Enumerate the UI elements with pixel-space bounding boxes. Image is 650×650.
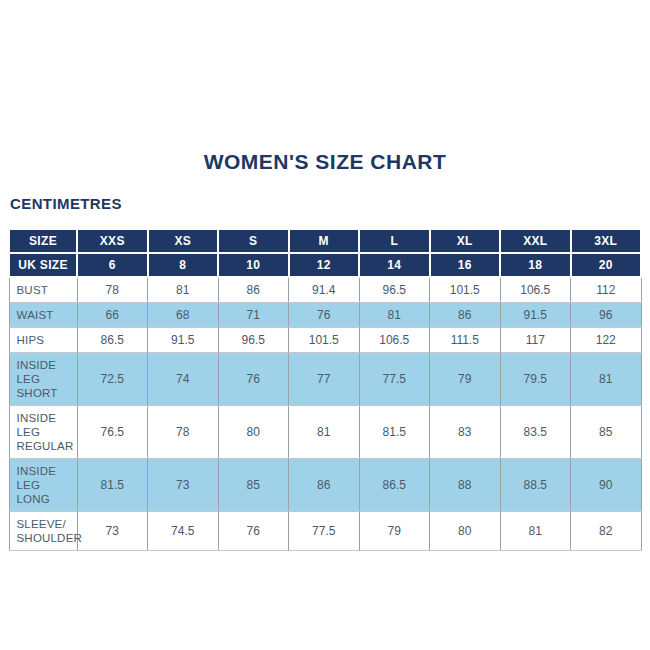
measurement-label-cell: INSIDE LEG SHORT: [9, 353, 77, 406]
measurement-value-cell: 86: [218, 277, 289, 303]
measurement-label-cell: SLEEVE/ SHOULDER: [9, 512, 77, 551]
measurement-value-cell: 79: [430, 353, 501, 406]
size-chart-body: BUST78818691.496.5101.5106.5112WAIST6668…: [9, 277, 641, 551]
measurement-value-cell: 85: [218, 459, 289, 512]
measurement-value-cell: 111.5: [430, 328, 501, 353]
measurement-value-cell: 76: [218, 353, 289, 406]
measurement-value-cell: 74: [148, 353, 219, 406]
measurement-value-cell: 78: [148, 406, 219, 459]
measurement-value-cell: 117: [500, 328, 571, 353]
measurement-value-cell: 81: [571, 353, 642, 406]
measurement-row: WAIST66687176818691.596: [9, 303, 641, 328]
measurement-label-cell: HIPS: [9, 328, 77, 353]
measurement-value-cell: 96.5: [359, 277, 430, 303]
measurement-value-cell: 81.5: [77, 459, 148, 512]
size-header-row: SIZEXXSXSSMLXLXXL3XL: [9, 229, 641, 253]
page-title: WOMEN'S SIZE CHART: [8, 150, 642, 174]
header-value-cell: XXL: [500, 229, 571, 253]
measurement-value-cell: 73: [77, 512, 148, 551]
measurement-value-cell: 91.5: [148, 328, 219, 353]
header-value-cell: 12: [289, 253, 360, 277]
measurement-label-cell: BUST: [9, 277, 77, 303]
measurement-value-cell: 96.5: [218, 328, 289, 353]
measurement-value-cell: 81: [148, 277, 219, 303]
header-value-cell: 8: [148, 253, 219, 277]
header-value-cell: 10: [218, 253, 289, 277]
measurement-value-cell: 122: [571, 328, 642, 353]
measurement-label-cell: INSIDE LEG REGULAR: [9, 406, 77, 459]
measurement-value-cell: 106.5: [500, 277, 571, 303]
measurement-row: INSIDE LEG REGULAR76.578808181.58383.585: [9, 406, 641, 459]
measurement-row: BUST78818691.496.5101.5106.5112: [9, 277, 641, 303]
measurement-value-cell: 106.5: [359, 328, 430, 353]
measurement-row: HIPS86.591.596.5101.5106.5111.5117122: [9, 328, 641, 353]
header-value-cell: XL: [430, 229, 501, 253]
header-value-cell: 14: [359, 253, 430, 277]
measurement-value-cell: 81: [289, 406, 360, 459]
measurement-value-cell: 68: [148, 303, 219, 328]
measurement-value-cell: 83.5: [500, 406, 571, 459]
header-value-cell: M: [289, 229, 360, 253]
measurement-value-cell: 101.5: [289, 328, 360, 353]
measurement-value-cell: 71: [218, 303, 289, 328]
measurement-value-cell: 88: [430, 459, 501, 512]
header-value-cell: XS: [148, 229, 219, 253]
measurement-value-cell: 86.5: [77, 328, 148, 353]
measurement-value-cell: 79: [359, 512, 430, 551]
header-value-cell: 20: [571, 253, 642, 277]
measurement-value-cell: 77.5: [289, 512, 360, 551]
header-value-cell: 6: [77, 253, 148, 277]
size-guide-page: WOMEN'S SIZE CHART CENTIMETRES SIZEXXSXS…: [0, 0, 650, 551]
measurement-label-cell: WAIST: [9, 303, 77, 328]
measurement-value-cell: 85: [571, 406, 642, 459]
measurement-value-cell: 101.5: [430, 277, 501, 303]
header-value-cell: L: [359, 229, 430, 253]
size-chart-header: SIZEXXSXSSMLXLXXL3XLUK SIZE6810121416182…: [9, 229, 641, 277]
measurement-value-cell: 74.5: [148, 512, 219, 551]
measurement-row: INSIDE LEG SHORT72.574767777.57979.581: [9, 353, 641, 406]
measurement-value-cell: 78: [77, 277, 148, 303]
measurement-value-cell: 88.5: [500, 459, 571, 512]
measurement-row: INSIDE LEG LONG81.573858686.58888.590: [9, 459, 641, 512]
header-value-cell: 18: [500, 253, 571, 277]
measurement-value-cell: 79.5: [500, 353, 571, 406]
header-label-cell: UK SIZE: [9, 253, 77, 277]
measurement-value-cell: 76: [218, 512, 289, 551]
measurement-value-cell: 91.4: [289, 277, 360, 303]
measurement-value-cell: 77: [289, 353, 360, 406]
unit-label: CENTIMETRES: [10, 195, 642, 212]
header-value-cell: 16: [430, 253, 501, 277]
measurement-value-cell: 81: [359, 303, 430, 328]
measurement-value-cell: 66: [77, 303, 148, 328]
uk-size-header-row: UK SIZE68101214161820: [9, 253, 641, 277]
measurement-value-cell: 86: [430, 303, 501, 328]
measurement-value-cell: 80: [218, 406, 289, 459]
header-label-cell: SIZE: [9, 229, 77, 253]
measurement-value-cell: 86.5: [359, 459, 430, 512]
measurement-value-cell: 83: [430, 406, 501, 459]
measurement-value-cell: 72.5: [77, 353, 148, 406]
measurement-value-cell: 96: [571, 303, 642, 328]
header-value-cell: S: [218, 229, 289, 253]
measurement-value-cell: 81: [500, 512, 571, 551]
measurement-value-cell: 90: [571, 459, 642, 512]
measurement-value-cell: 82: [571, 512, 642, 551]
measurement-value-cell: 81.5: [359, 406, 430, 459]
measurement-row: SLEEVE/ SHOULDER7374.57677.579808182: [9, 512, 641, 551]
measurement-value-cell: 76.5: [77, 406, 148, 459]
measurement-value-cell: 112: [571, 277, 642, 303]
measurement-value-cell: 77.5: [359, 353, 430, 406]
measurement-value-cell: 91.5: [500, 303, 571, 328]
measurement-value-cell: 86: [289, 459, 360, 512]
size-chart-table: SIZEXXSXSSMLXLXXL3XLUK SIZE6810121416182…: [8, 228, 642, 551]
measurement-value-cell: 76: [289, 303, 360, 328]
measurement-label-cell: INSIDE LEG LONG: [9, 459, 77, 512]
measurement-value-cell: 80: [430, 512, 501, 551]
header-value-cell: XXS: [77, 229, 148, 253]
header-value-cell: 3XL: [571, 229, 642, 253]
measurement-value-cell: 73: [148, 459, 219, 512]
